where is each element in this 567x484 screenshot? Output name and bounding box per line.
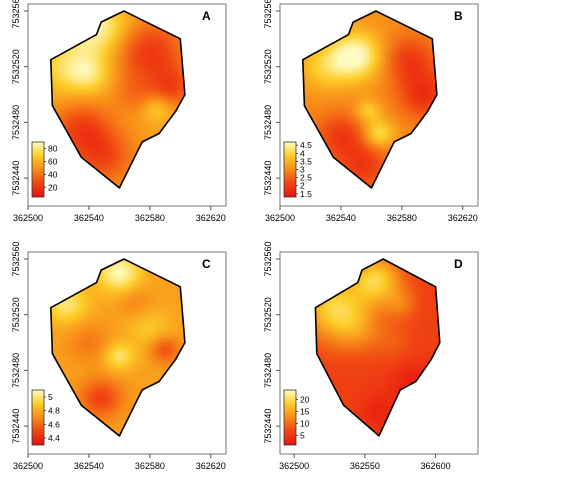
legend-color-bar [283,141,297,198]
chart-panel-b: 362500 362540 362580 362620 7532440 7532480 75… [252,0,507,235]
legend-label: 20 [48,182,58,192]
legend-label: 10 [300,418,310,428]
y-tick-label: 7532480 [11,353,21,388]
legend-label: 5 [48,392,53,402]
legend-label: 5 [300,430,305,440]
legend-label: 4.6 [48,419,60,429]
study-area-boundary [49,258,186,437]
y-tick-label: 7532480 [263,105,273,140]
y-tick-label: 7532480 [263,353,273,388]
x-tick-label: 362540 [74,461,104,471]
x-tick-label: 362620 [448,213,478,223]
study-area-boundary [301,10,438,189]
x-tick-label: 362620 [196,461,226,471]
legend-label: 2 [300,181,305,191]
chart-c: 362500 362540 362580 362620 7532440 7532480 75… [11,241,227,471]
heatmap-surface [50,11,185,188]
legend-color-bar [31,141,45,198]
x-tick-label: 362580 [135,213,165,223]
x-tick-label: 362500 [13,213,43,223]
legend-label: 4.4 [48,433,60,443]
panel-label: B [454,9,463,23]
chart-panel-c: 362500 362540 362580 362620 7532440 7532480 75… [0,241,255,483]
heatmap-surface [315,259,440,436]
study-area-boundary [314,258,441,437]
legend-label: 3 [300,165,305,175]
x-tick-label: 362500 [279,461,309,471]
x-tick-label: 362620 [196,213,226,223]
chart-d: 362500 362550 362600 7532440 7532480 7532520 7… [263,241,479,471]
x-tick-label: 362580 [387,213,417,223]
legend-label: 2.5 [300,173,312,183]
panel-label: C [202,257,211,271]
legend-label: 3.5 [300,156,312,166]
y-tick-label: 7532440 [11,161,21,196]
y-tick-label: 7532440 [263,409,273,444]
legend-label: 4.8 [48,406,60,416]
legend-label: 60 [48,156,58,166]
plot-frame [27,251,227,455]
y-tick-label: 7532560 [11,241,21,276]
plot-frame [279,3,479,207]
panel-label: A [202,9,211,23]
y-tick-label: 7532440 [263,161,273,196]
y-tick-label: 7532440 [11,409,21,444]
plot-frame [279,251,479,455]
y-tick-label: 7532560 [263,241,273,276]
x-tick-label: 362550 [350,461,380,471]
x-tick-label: 362540 [74,213,104,223]
legend-label: 15 [300,407,310,417]
panel-label: D [454,257,463,271]
legend-label: 20 [300,395,310,405]
chart-panel-a: 362500 362540 362580 362620 7532440 7532480 75… [0,0,255,235]
chart-a: 362500 362540 362580 362620 7532440 7532480 75… [11,0,227,223]
study-area-boundary [49,10,186,189]
x-tick-label: 362540 [326,213,356,223]
x-tick-label: 362500 [265,213,295,223]
legend-color-bar [31,389,45,446]
x-tick-label: 362500 [13,461,43,471]
legend-label: 4 [300,148,305,158]
y-tick-label: 7532520 [263,297,273,332]
chart-panel-d: 362500 362550 362600 7532440 7532480 7532520 7… [252,241,507,483]
legend-label: 80 [48,143,58,153]
y-tick-label: 7532480 [11,105,21,140]
x-tick-label: 362600 [421,461,451,471]
chart-b: 362500 362540 362580 362620 7532440 7532480 75… [263,0,479,223]
color-legend: 4.543.532.521.5 [283,140,312,199]
legend-label: 1.5 [300,189,312,199]
x-tick-label: 362580 [135,461,165,471]
legend-color-bar [283,389,297,446]
legend-label: 40 [48,169,58,179]
y-tick-label: 7532520 [11,297,21,332]
y-tick-label: 7532520 [263,49,273,84]
y-tick-label: 7532560 [263,0,273,28]
color-legend: 80 60 40 20 [31,141,58,198]
plot-frame [27,3,227,207]
y-tick-label: 7532520 [11,49,21,84]
legend-label: 4.5 [300,140,312,150]
color-legend: 5 4.8 4.6 4.4 [31,389,60,446]
y-tick-label: 7532560 [11,0,21,28]
